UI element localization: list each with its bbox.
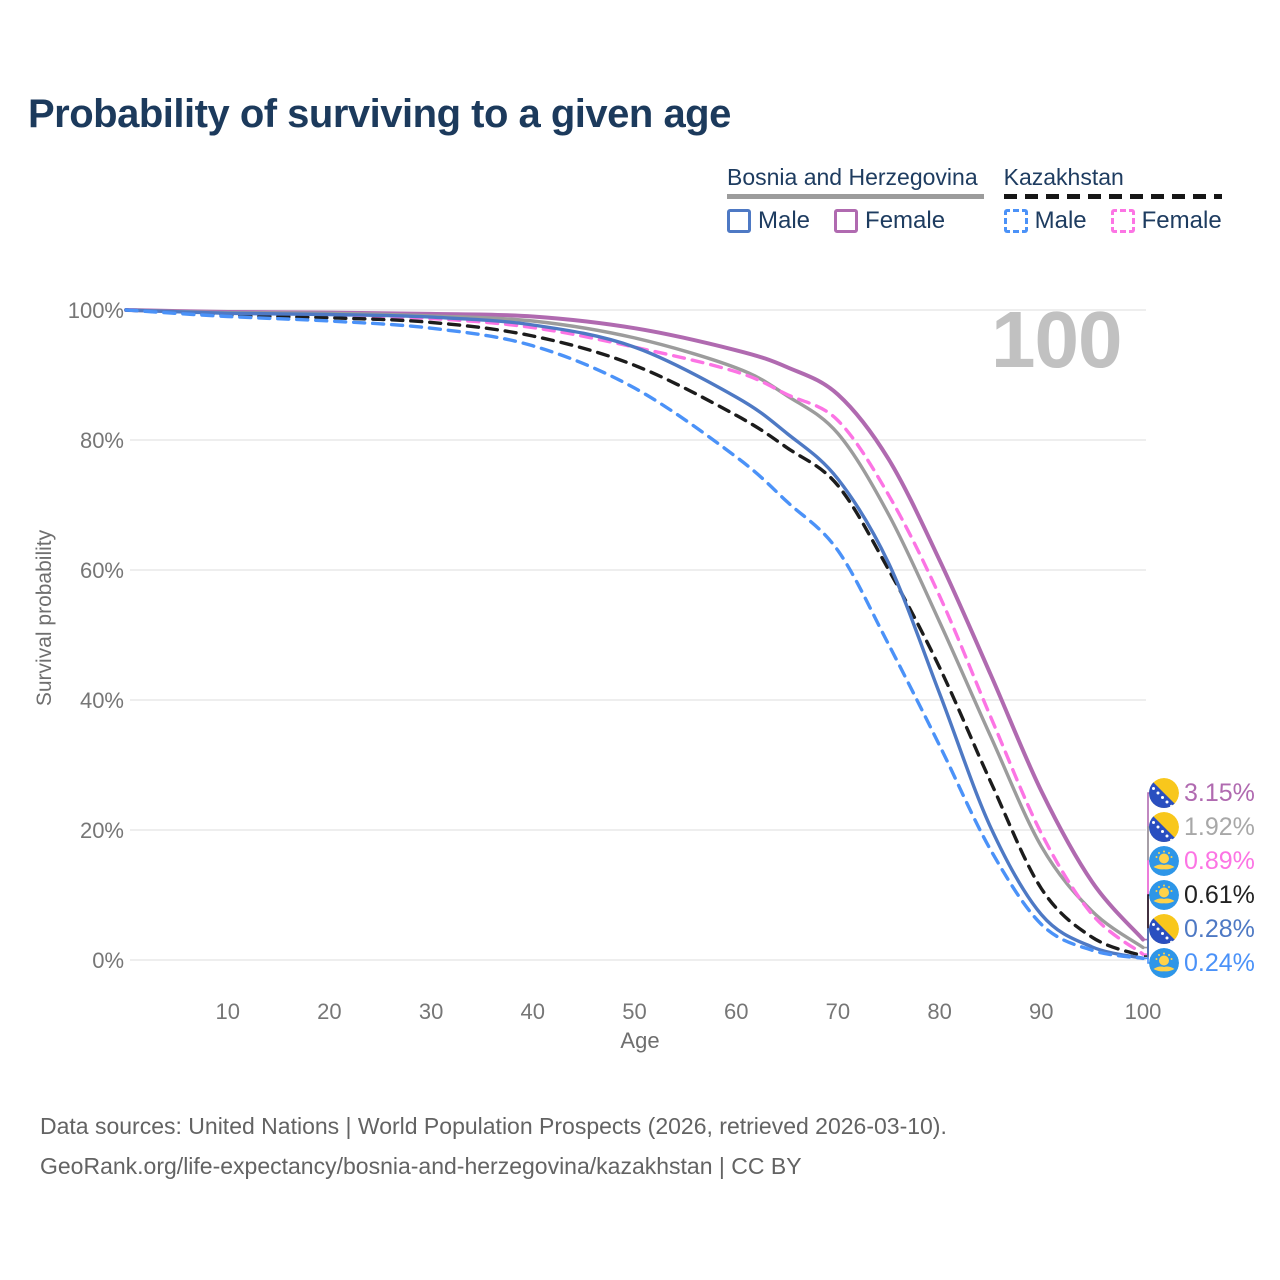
legend-items-kazakhstan: Male Female xyxy=(1003,207,1222,235)
y-axis-title: Survival probability xyxy=(33,529,56,707)
y-tick-label: 20% xyxy=(80,818,124,843)
end-label-value: 0.89% xyxy=(1184,846,1255,875)
legend-group-bosnia: Bosnia and Herzegovina Male Female xyxy=(727,164,984,235)
end-label-value: 1.92% xyxy=(1184,812,1255,841)
legend-group-kazakhstan: Kazakhstan Male Female xyxy=(1003,164,1222,235)
legend-item-kazakhstan-female[interactable]: Female xyxy=(1110,207,1222,235)
legend-swatch-kazakhstan-female-icon xyxy=(1110,209,1135,233)
kazakhstan-flag-icon xyxy=(1149,880,1179,910)
x-tick-label: 100 xyxy=(1125,999,1162,1024)
end-label-row: 0.24% xyxy=(1149,946,1255,980)
y-tick-label: 0% xyxy=(92,948,124,973)
kazakhstan-flag-icon xyxy=(1149,846,1179,876)
legend-item-label: Male xyxy=(758,207,811,234)
series-line[interactable] xyxy=(124,308,1145,960)
footer-link: GeoRank.org/life-expectancy/bosnia-and-h… xyxy=(40,1153,802,1179)
end-label-value: 0.28% xyxy=(1184,914,1255,943)
kazakhstan-flag-icon xyxy=(1149,948,1179,978)
y-tick-label: 40% xyxy=(80,688,124,713)
legend-group-title-kazakhstan: Kazakhstan xyxy=(1003,164,1222,199)
series-line[interactable] xyxy=(124,308,1145,961)
legend-swatch-bosnia-male-icon xyxy=(727,209,751,233)
legend-item-label: Female xyxy=(1141,207,1222,234)
end-label-value: 0.61% xyxy=(1184,880,1255,909)
end-labels: 3.15% 1.92% 0.89% 0.61% 0.28% 0.24% xyxy=(1149,776,1255,980)
legend-group-title-bosnia: Bosnia and Herzegovina xyxy=(727,164,984,199)
bosnia-flag-icon xyxy=(1149,778,1179,808)
end-label-row: 0.28% xyxy=(1149,912,1255,946)
legend-swatch-bosnia-female-icon xyxy=(834,209,859,233)
legend-item-label: Female xyxy=(865,207,946,234)
series-line[interactable] xyxy=(124,308,1145,950)
end-label-row: 0.61% xyxy=(1149,878,1255,912)
page-title: Probability of surviving to a given age xyxy=(28,92,731,136)
bosnia-flag-icon xyxy=(1149,812,1179,842)
end-label-row: 1.92% xyxy=(1149,810,1255,844)
legend-item-kazakhstan-male[interactable]: Male xyxy=(1003,207,1087,235)
bosnia-flag-icon xyxy=(1149,914,1179,944)
x-tick-label: 30 xyxy=(419,999,443,1024)
x-tick-label: 40 xyxy=(521,999,545,1024)
x-tick-label: 50 xyxy=(622,999,646,1024)
end-label-row: 3.15% xyxy=(1149,776,1255,810)
x-tick-label: 90 xyxy=(1029,999,1053,1024)
series-line[interactable] xyxy=(124,308,1145,958)
footer: Data sources: United Nations | World Pop… xyxy=(40,1106,947,1186)
x-tick-label: 60 xyxy=(724,999,748,1024)
x-axis-title: Age xyxy=(620,1028,660,1053)
end-label-value: 0.24% xyxy=(1184,948,1255,977)
y-tick-label: 100% xyxy=(68,298,124,323)
x-tick-label: 10 xyxy=(215,999,239,1024)
legend-swatch-kazakhstan-male-icon xyxy=(1003,209,1028,233)
end-label-value: 3.15% xyxy=(1184,778,1255,807)
y-tick-label: 80% xyxy=(80,428,124,453)
series-line[interactable] xyxy=(124,308,1145,956)
footer-sources: Data sources: United Nations | World Pop… xyxy=(40,1113,947,1139)
legend-item-label: Male xyxy=(1034,207,1087,234)
y-tick-label: 60% xyxy=(80,558,124,583)
x-tick-label: 20 xyxy=(317,999,341,1024)
legend-item-bosnia-female[interactable]: Female xyxy=(834,207,945,235)
series-line[interactable] xyxy=(124,308,1145,942)
end-label-row: 0.89% xyxy=(1149,844,1255,878)
x-tick-label: 80 xyxy=(927,999,951,1024)
legend-items-bosnia: Male Female xyxy=(727,207,984,235)
legend: Bosnia and Herzegovina Male Female Kazak… xyxy=(727,164,1257,235)
x-tick-label: 70 xyxy=(826,999,850,1024)
legend-item-bosnia-male[interactable]: Male xyxy=(727,207,810,235)
